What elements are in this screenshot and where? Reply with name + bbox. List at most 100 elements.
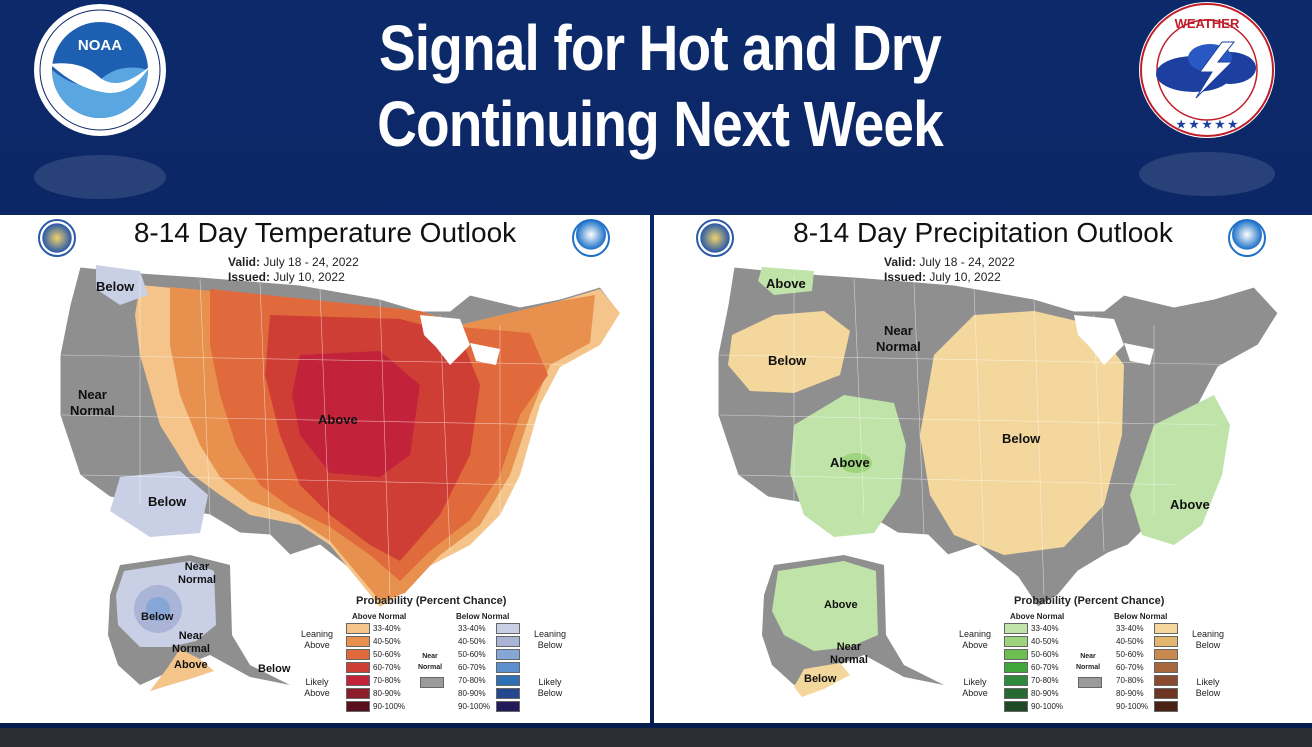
legend-left-range: 90-100% xyxy=(373,702,406,711)
label-ak-below: Below xyxy=(141,611,174,623)
legend-right-swatch xyxy=(1154,675,1178,686)
legend-left-swatch xyxy=(346,636,370,647)
label-below-sw: Below xyxy=(148,494,187,509)
valid-label: Valid: xyxy=(228,255,261,269)
legend-left-swatch xyxy=(346,662,370,673)
precipitation-panel-title: 8-14 Day Precipitation Outlook xyxy=(793,217,1173,248)
legend-right-swatch xyxy=(496,688,520,699)
legend-left-range: 33-40% xyxy=(373,624,401,633)
legend-right-range: 40-50% xyxy=(1116,637,1144,646)
legend-likely-right: Likely Below xyxy=(1195,677,1221,698)
legend-left-range: 60-70% xyxy=(1031,663,1059,672)
legend-likely-left: Likely Above xyxy=(304,677,330,698)
legend-right-range: 50-60% xyxy=(1116,650,1144,659)
legend-right-range: 60-70% xyxy=(1116,663,1144,672)
label-ak-near-normal: Near Normal xyxy=(830,641,868,666)
legend-right-range: 40-50% xyxy=(458,637,486,646)
legend-left-range: 70-80% xyxy=(1031,676,1059,685)
valid-value: July 18 - 24, 2022 xyxy=(919,255,1015,269)
valid-value: July 18 - 24, 2022 xyxy=(263,255,359,269)
label-ak-below-se: Below xyxy=(258,663,291,675)
legend-right-range: 70-80% xyxy=(1116,676,1144,685)
legend-left-swatch xyxy=(346,649,370,660)
legend-left-swatch xyxy=(1004,701,1028,712)
legend-right-swatch xyxy=(496,649,520,660)
seal-commerce xyxy=(696,219,734,257)
legend-right-swatch xyxy=(1154,636,1178,647)
legend-right-range: 60-70% xyxy=(458,663,486,672)
legend-leaning-right: Leaning Below xyxy=(533,629,567,650)
legend-left-swatch xyxy=(346,688,370,699)
legend-likely-right: Likely Below xyxy=(537,677,563,698)
issued-value: July 10, 2022 xyxy=(273,270,345,284)
precipitation-outlook-panel: 8-14 Day Precipitation Outlook Valid: Ju… xyxy=(654,215,1312,723)
title-line-1: Signal for Hot and Dry xyxy=(378,12,942,84)
label-below-nw: Below xyxy=(768,353,807,368)
label-ak-near-normal-n: Near Normal xyxy=(178,561,216,586)
legend-right-swatch xyxy=(496,636,520,647)
valid-label: Valid: xyxy=(884,255,917,269)
legend-right-swatch xyxy=(1154,688,1178,699)
legend-left-swatch xyxy=(1004,688,1028,699)
legend-left-range: 50-60% xyxy=(373,650,401,659)
legend-right-range: 80-90% xyxy=(1116,689,1144,698)
temperature-outlook-map xyxy=(59,265,621,691)
label-ak-near-normal-s: Near Normal xyxy=(172,630,210,655)
precipitation-outlook-map xyxy=(717,266,1279,697)
label-below-nw: Below xyxy=(96,279,135,294)
legend-left-header: Above Normal xyxy=(352,612,407,621)
label-ak-above: Above xyxy=(174,659,208,671)
legend-left-swatch xyxy=(346,623,370,634)
bottom-bar xyxy=(0,728,1312,747)
svg-text:★ ★ ★ ★ ★: ★ ★ ★ ★ ★ xyxy=(1176,119,1238,131)
legend-near-normal-swatch xyxy=(420,677,444,688)
temperature-legend: Probability (Percent Chance) Above Norma… xyxy=(296,595,576,721)
legend-left-swatch xyxy=(346,675,370,686)
label-ak-below: Below xyxy=(804,673,837,685)
svg-text:WEATHER: WEATHER xyxy=(1175,16,1240,31)
label-above-sw: Above xyxy=(830,455,870,470)
legend-left-swatch xyxy=(1004,636,1028,647)
legend-left-range: 40-50% xyxy=(373,637,401,646)
legend-left-range: 40-50% xyxy=(1031,637,1059,646)
legend-left-header: Above Normal xyxy=(1010,612,1065,621)
precipitation-dates: Valid: July 18 - 24, 2022 Issued: July 1… xyxy=(884,255,1015,285)
legend-near-normal: Near Normal xyxy=(1075,653,1101,671)
temperature-outlook-panel: 8-14 Day Temperature Outlook Valid: July… xyxy=(0,215,650,723)
legend-left-swatch xyxy=(1004,649,1028,660)
legend-left-range: 80-90% xyxy=(373,689,401,698)
seal-noaa xyxy=(1228,219,1266,257)
legend-right-swatch xyxy=(1154,701,1178,712)
legend-right-range: 70-80% xyxy=(458,676,486,685)
legend-leaning-left: Leaning Above xyxy=(300,629,334,650)
seal-commerce xyxy=(38,219,76,257)
legend-title: Probability (Percent Chance) xyxy=(356,595,507,607)
svg-text:NOAA: NOAA xyxy=(78,37,122,54)
label-above-se: Above xyxy=(1170,497,1210,512)
legend-right-swatch xyxy=(1154,623,1178,634)
legend-left-range: 50-60% xyxy=(1031,650,1059,659)
legend-near-normal: Near Normal xyxy=(417,653,443,671)
legend-right-swatch xyxy=(496,623,520,634)
legend-left-range: 90-100% xyxy=(1031,702,1064,711)
slide-title: Signal for Hot and Dry Continuing Next W… xyxy=(333,10,987,162)
legend-left-swatch xyxy=(1004,623,1028,634)
noaa-logo: NOAA xyxy=(34,4,166,199)
legend-likely-left: Likely Above xyxy=(962,677,988,698)
label-near-normal-n: Near Normal xyxy=(876,323,921,354)
label-near-normal-w: Near Normal xyxy=(70,387,115,418)
legend-left-swatch xyxy=(346,701,370,712)
legend-left-swatch xyxy=(1004,662,1028,673)
issued-value: July 10, 2022 xyxy=(929,270,1001,284)
label-above-center: Above xyxy=(318,412,358,427)
seal-noaa xyxy=(572,219,610,257)
legend-left-range: 60-70% xyxy=(373,663,401,672)
legend-right-swatch xyxy=(496,701,520,712)
legend-leaning-left: Leaning Above xyxy=(958,629,992,650)
legend-right-range: 50-60% xyxy=(458,650,486,659)
nws-logo: WEATHER ★ ★ ★ ★ ★ xyxy=(1139,2,1275,196)
legend-right-range: 90-100% xyxy=(458,702,491,711)
legend-right-swatch xyxy=(1154,649,1178,660)
label-above-nw: Above xyxy=(766,276,806,291)
